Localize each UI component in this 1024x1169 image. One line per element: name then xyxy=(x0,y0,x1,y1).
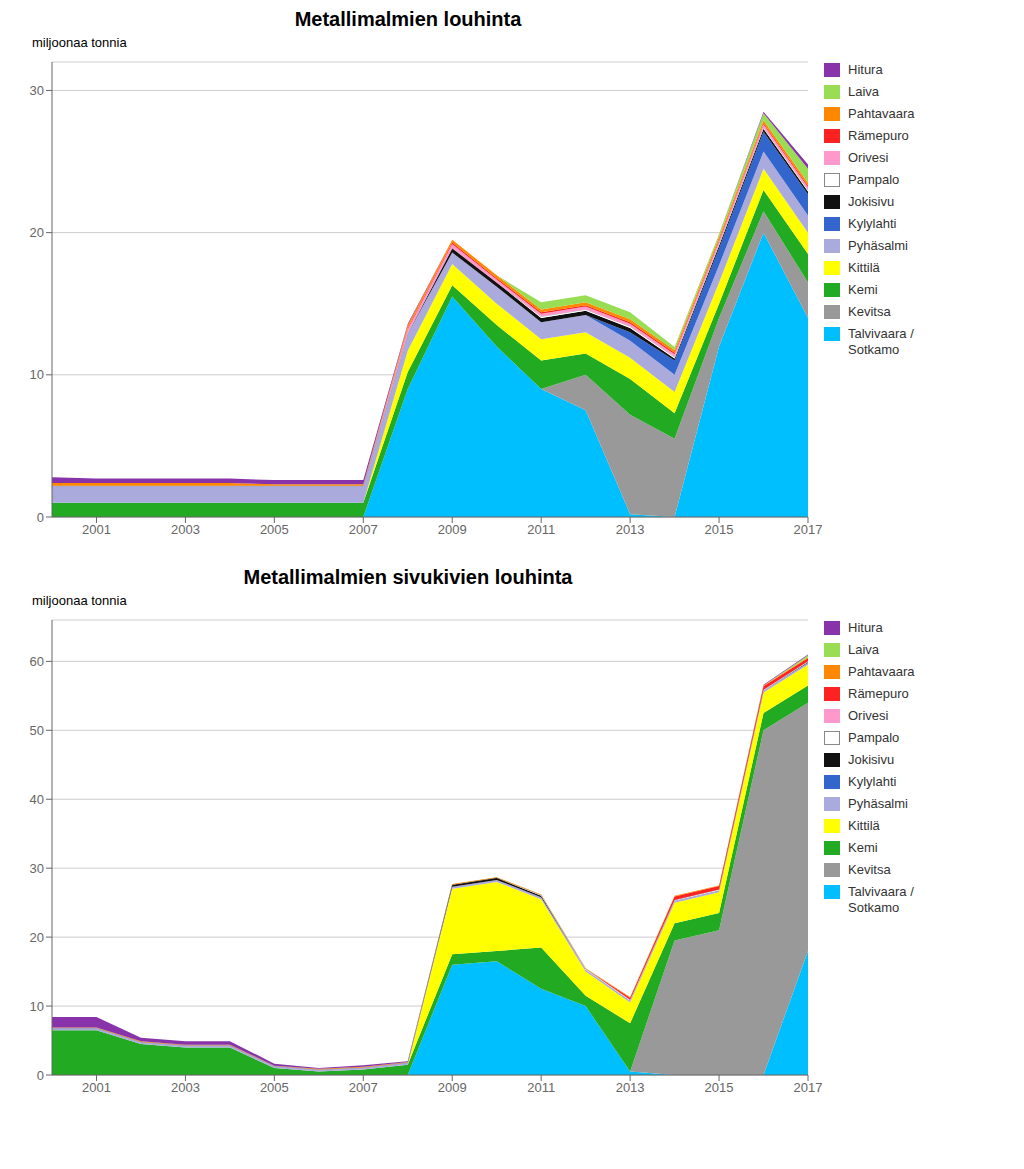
svg-text:40: 40 xyxy=(30,792,44,807)
svg-text:2013: 2013 xyxy=(616,1080,645,1095)
svg-text:50: 50 xyxy=(30,723,44,738)
svg-text:60: 60 xyxy=(30,654,44,669)
html-text:Kemi: Kemi xyxy=(848,840,878,855)
html-text:Kemi: Kemi xyxy=(848,282,878,297)
svg-text:2009: 2009 xyxy=(438,1080,467,1095)
html-text:Kevitsa: Kevitsa xyxy=(848,862,891,877)
html-text:Rämepuro: Rämepuro xyxy=(848,686,909,701)
html-text:Rämepuro: Rämepuro xyxy=(848,128,909,143)
svg-text:0: 0 xyxy=(37,1068,44,1083)
html-text:Pyhäsalmi: Pyhäsalmi xyxy=(848,238,908,253)
svg-text:30: 30 xyxy=(30,83,44,98)
svg-text:2007: 2007 xyxy=(349,1080,378,1095)
html-text:Jokisivu: Jokisivu xyxy=(848,752,895,767)
html-text:Pahtavaara: Pahtavaara xyxy=(848,664,915,679)
svg-text:10: 10 xyxy=(30,999,44,1014)
svg-text:2007: 2007 xyxy=(349,522,378,537)
svg-text:20: 20 xyxy=(30,930,44,945)
svg-text:2001: 2001 xyxy=(82,1080,111,1095)
html-text:Kylylahti: Kylylahti xyxy=(848,216,897,231)
html-text:Orivesi: Orivesi xyxy=(848,150,889,165)
html-text:Pampalo: Pampalo xyxy=(848,172,900,187)
html-text:Talvivaara / Sotkamo: Talvivaara / Sotkamo xyxy=(848,884,914,915)
svg-text:0: 0 xyxy=(37,510,44,525)
svg-text:2009: 2009 xyxy=(438,522,467,537)
svg-text:30: 30 xyxy=(30,861,44,876)
html-text:miljoonaa tonnia: miljoonaa tonnia xyxy=(32,593,127,608)
html-text:Pahtavaara: Pahtavaara xyxy=(848,106,915,121)
html-text:Jokisivu: Jokisivu xyxy=(848,194,895,209)
html-text:Metallimalmien louhinta: Metallimalmien louhinta xyxy=(294,8,522,30)
html-text:Talvivaara / Sotkamo: Talvivaara / Sotkamo xyxy=(848,326,914,357)
svg-text:2015: 2015 xyxy=(705,522,734,537)
svg-text:2005: 2005 xyxy=(260,522,289,537)
html-text:Orivesi: Orivesi xyxy=(848,708,889,723)
svg-text:2017: 2017 xyxy=(794,1080,823,1095)
html-text:miljoonaa tonnia: miljoonaa tonnia xyxy=(32,35,127,50)
html-text:Hitura: Hitura xyxy=(848,62,883,77)
svg-text:2005: 2005 xyxy=(260,1080,289,1095)
html-text:Kittilä: Kittilä xyxy=(848,260,880,275)
svg-text:2011: 2011 xyxy=(527,522,555,537)
svg-text:2017: 2017 xyxy=(794,522,823,537)
html-text:Metallimalmien sivukivien louh: Metallimalmien sivukivien louhinta xyxy=(243,566,573,588)
html-text:Kevitsa: Kevitsa xyxy=(848,304,891,319)
svg-text:2011: 2011 xyxy=(527,1080,555,1095)
svg-text:2003: 2003 xyxy=(171,1080,200,1095)
html-text:Kittilä: Kittilä xyxy=(848,818,880,833)
html-text:Pyhäsalmi: Pyhäsalmi xyxy=(848,796,908,811)
html-text:Kylylahti: Kylylahti xyxy=(848,774,897,789)
html-text:Hitura: Hitura xyxy=(848,620,883,635)
svg-text:20: 20 xyxy=(30,225,44,240)
html-text:Laiva: Laiva xyxy=(848,84,880,99)
svg-text:2003: 2003 xyxy=(171,522,200,537)
svg-text:2001: 2001 xyxy=(82,522,111,537)
svg-text:2013: 2013 xyxy=(616,522,645,537)
html-text:Laiva: Laiva xyxy=(848,642,880,657)
svg-text:2015: 2015 xyxy=(705,1080,734,1095)
html-text:Pampalo: Pampalo xyxy=(848,730,900,745)
svg-text:10: 10 xyxy=(30,367,44,382)
